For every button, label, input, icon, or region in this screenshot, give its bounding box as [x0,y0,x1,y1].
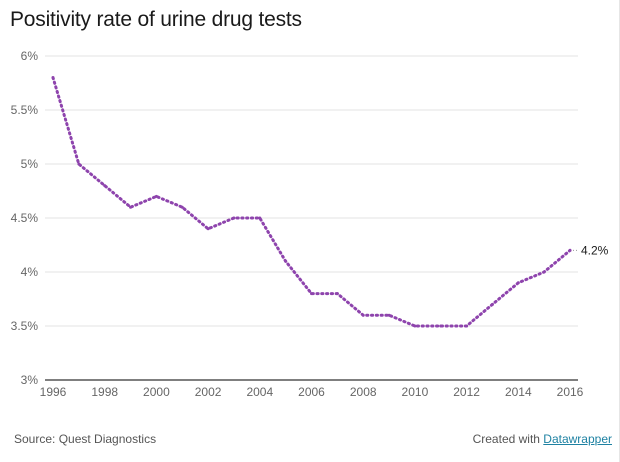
data-point [258,216,262,220]
x-tick-label: 2000 [143,385,170,399]
data-point [465,324,469,328]
credit-note: Created with Datawrapper [473,432,612,446]
data-point [490,302,494,306]
x-tick-label: 2014 [505,385,532,399]
data-point [206,227,210,231]
x-tick-label: 2006 [298,385,325,399]
data-point [387,313,391,317]
data-point [284,259,288,263]
chart-title: Positivity rate of urine drug tests [10,8,302,31]
data-point [51,76,55,80]
x-axis-ticks: 1996 1998 2000 2002 2004 2006 2008 2010 2012 2014… [40,385,584,399]
y-tick-label: 3.5% [11,319,39,333]
data-point [232,216,236,220]
y-tick-label: 3% [21,373,39,387]
source-note: Source: Quest Diagnostics [14,432,157,446]
x-tick-label: 2008 [350,385,377,399]
data-point [361,313,365,317]
x-tick-label: 2012 [453,385,480,399]
y-tick-label: 4.5% [11,211,39,225]
x-tick-label: 2010 [402,385,429,399]
x-tick-label: 2002 [195,385,222,399]
end-value-label: 4.2% [581,243,609,257]
grid-lines [45,55,578,381]
data-point [413,324,417,328]
data-point [568,248,572,252]
y-axis-ticks: 3% 3.5% 4% 4.5% 5% 5.5% 6% [11,49,39,387]
x-tick-label: 2016 [557,385,584,399]
datawrapper-link[interactable]: Datawrapper [543,432,612,446]
line-chart: 3% 3.5% 4% 4.5% 5% 5.5% 6% 1996 1998 2000 2002 200… [11,49,609,399]
chart-footer: Source: Quest Diagnostics Created with D… [0,430,620,450]
x-tick-label: 2004 [246,385,273,399]
x-tick-label: 1996 [40,385,67,399]
y-tick-label: 4% [21,265,39,279]
data-point [129,205,133,209]
data-point [103,184,107,188]
x-tick-label: 1998 [91,385,118,399]
series-layer [51,76,572,328]
y-tick-label: 5.5% [11,103,39,117]
y-tick-label: 5% [21,157,39,171]
data-point [335,292,339,296]
data-point [439,324,443,328]
y-tick-label: 6% [21,49,39,63]
data-point [310,292,313,296]
credit-prefix: Created with [472,432,544,446]
data-point [516,281,520,285]
series-line [51,76,572,328]
data-point [542,270,546,274]
data-point [180,205,184,209]
data-point [154,194,158,198]
data-point [77,162,81,166]
data-labels: 4.2% [573,243,609,257]
